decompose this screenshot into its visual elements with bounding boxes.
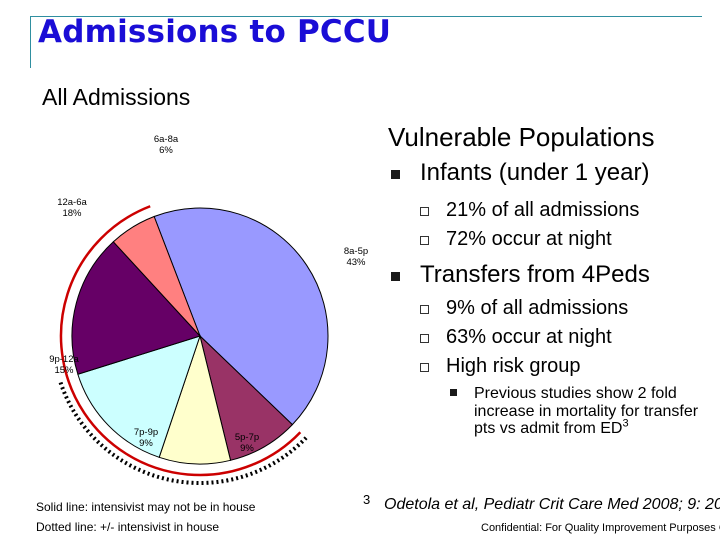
bullet-transfers: Transfers from 4Peds <box>388 258 708 292</box>
slice-category-12a-6a: 12a-6a <box>57 197 87 208</box>
bullet-transfers-text: Transfers from 4Peds <box>420 261 650 288</box>
heading-vulnerable-populations: Vulnerable Populations <box>388 122 655 152</box>
pie-slice-9p-12a <box>77 335 201 458</box>
hollow-square-bullet-icon <box>420 207 429 216</box>
slice-value-5p-7p: 9% <box>240 443 254 454</box>
slice-label-12a-6a: 12a-6a 18% <box>57 197 87 219</box>
bullet-previous-studies: Previous studies show 2 fold increase in… <box>388 385 706 438</box>
bullet-transfers-sub3-text: High risk group <box>446 355 581 377</box>
bullet-infants: Infants (under 1 year) <box>388 156 708 190</box>
bullet-infants-text: Infants (under 1 year) <box>420 159 650 186</box>
slice-category-9p-12a: 9p-12a <box>49 354 79 365</box>
slice-label-5p-7p: 5p-7p 9% <box>235 432 259 454</box>
slice-category-8a-5p: 8a-5p <box>344 246 368 257</box>
reference-superscript: 3 <box>622 417 629 430</box>
square-bullet-icon <box>391 272 400 281</box>
legend-dotted-line: Dotted line: +/- intensivist in house <box>36 520 220 534</box>
slice-value-9p-12a: 15% <box>54 365 74 376</box>
solid-annotation-arc <box>59 205 302 477</box>
confidential-notice: Confidential: For Quality Improvement Pu… <box>481 522 720 534</box>
bullet-transfers-sub3: High risk group <box>388 352 708 381</box>
bullet-infants-sub1-text: 21% of all admissions <box>446 199 640 221</box>
dotted-annotation-arc <box>57 379 308 485</box>
pie-slice-12a-6a <box>71 241 201 375</box>
citation-text: Odetola et al, Pediatr Crit Care Med 200… <box>384 496 720 513</box>
slice-label-8a-5p: 8a-5p 43% <box>344 246 368 268</box>
bullet-transfers-sub1: 9% of all admissions <box>388 294 708 323</box>
slice-label-9p-12a: 9p-12a 15% <box>49 354 79 376</box>
bullet-transfers-sub2-text: 63% occur at night <box>446 326 612 348</box>
bullet-transfers-sub2: 63% occur at night <box>388 323 708 352</box>
title-frame-left <box>30 16 31 68</box>
hollow-square-bullet-icon <box>420 334 429 343</box>
title-frame-top <box>30 16 702 17</box>
bullet-infants-sub1: 21% of all admissions <box>388 196 708 225</box>
slice-value-7p-9p: 9% <box>139 438 153 449</box>
hollow-square-bullet-icon <box>420 305 429 314</box>
hollow-square-bullet-icon <box>420 236 429 245</box>
bullet-infants-sub2: 72% occur at night <box>388 225 708 254</box>
slice-label-7p-9p: 7p-9p 9% <box>134 427 158 449</box>
bullet-infants-sub2-text: 72% occur at night <box>446 228 612 250</box>
slice-category-6a-8a: 6a-8a <box>154 134 179 145</box>
slide-title: Admissions to PCCU <box>38 14 392 50</box>
slice-value-8a-5p: 43% <box>346 257 366 268</box>
slice-category-5p-7p: 5p-7p <box>235 432 259 443</box>
pie-slice-6a-8a <box>112 215 201 337</box>
citation: Odetola et al, Pediatr Crit Care Med 200… <box>384 496 720 514</box>
bullet-transfers-sub1-text: 9% of all admissions <box>446 297 629 319</box>
square-bullet-icon <box>391 170 400 179</box>
footnote-mark: 3 <box>363 492 371 507</box>
chart-subtitle: All Admissions <box>42 84 191 110</box>
legend-solid-line: Solid line: intensivist may not be in ho… <box>36 500 256 514</box>
bullet-previous-studies-text: Previous studies show 2 fold increase in… <box>474 385 699 437</box>
slice-label-6a-8a: 6a-8a 6% <box>154 134 179 156</box>
admissions-pie-chart: 8a-5p 43%5p-7p 9%7p-9p 9%9p-12a 15%12a-6a 18%… <box>49 134 368 485</box>
slice-value-12a-6a: 18% <box>62 208 82 219</box>
pie-slice-8a-5p <box>153 207 329 426</box>
square-bullet-icon <box>450 389 457 396</box>
hollow-square-bullet-icon <box>420 363 429 372</box>
slice-category-7p-9p: 7p-9p <box>134 427 158 438</box>
slice-value-6a-8a: 6% <box>159 145 173 156</box>
bullet-list: Vulnerable Populations Infants (under 1 … <box>388 118 708 438</box>
